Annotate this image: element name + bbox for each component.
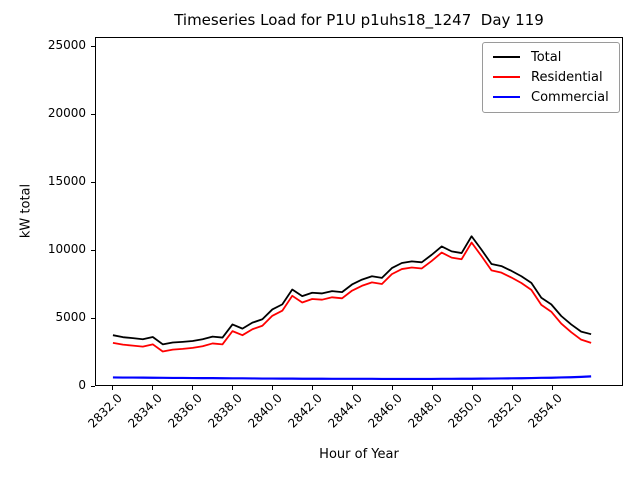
x-tick-label: 2846.0	[365, 391, 405, 431]
x-tick-mark	[111, 386, 113, 390]
x-tick-mark	[311, 386, 313, 390]
y-axis-label: kW total	[18, 183, 34, 239]
legend: Total Residential Commercial	[482, 42, 620, 113]
x-tick-label: 2840.0	[245, 391, 285, 431]
y-tick-mark	[91, 317, 95, 319]
plot-canvas	[112, 235, 592, 381]
x-tick-label: 2834.0	[125, 391, 165, 431]
legend-line-icon	[493, 96, 520, 98]
x-tick-mark	[471, 386, 473, 390]
x-tick-label: 2852.0	[485, 391, 525, 431]
x-tick-label: 2838.0	[205, 391, 245, 431]
legend-item-commercial: Commercial	[483, 87, 619, 107]
x-tick-label: 2848.0	[405, 391, 445, 431]
y-tick-mark	[91, 249, 95, 251]
series-line-commercial	[112, 375, 592, 381]
legend-label: Residential	[531, 69, 603, 85]
x-tick-mark	[231, 386, 233, 390]
legend-label: Total	[531, 49, 562, 65]
x-tick-label: 2836.0	[165, 391, 205, 431]
x-tick-label: 2832.0	[85, 391, 125, 431]
x-tick-label: 2842.0	[285, 391, 325, 431]
chart-title: Timeseries Load for P1U p1uhs18_1247 Day…	[174, 11, 544, 29]
x-tick-label: 2854.0	[525, 391, 565, 431]
y-tick-label: 25000	[47, 38, 86, 52]
legend-item-total: Total	[483, 47, 619, 67]
x-tick-mark	[351, 386, 353, 390]
y-tick-mark	[91, 113, 95, 115]
legend-line-icon	[493, 76, 520, 78]
y-tick-label: 10000	[47, 242, 86, 256]
legend-line-icon	[493, 56, 520, 58]
series-line-total	[112, 235, 592, 346]
legend-item-residential: Residential	[483, 67, 619, 87]
x-tick-mark	[551, 386, 553, 390]
x-tick-label: 2850.0	[445, 391, 485, 431]
x-tick-mark	[151, 386, 153, 390]
series-line-residential	[112, 241, 592, 353]
x-tick-mark	[191, 386, 193, 390]
y-tick-label: 20000	[47, 106, 86, 120]
x-tick-mark	[271, 386, 273, 390]
y-tick-label: 15000	[47, 174, 86, 188]
y-tick-mark	[91, 45, 95, 47]
legend-label: Commercial	[531, 89, 609, 105]
y-tick-mark	[91, 181, 95, 183]
x-tick-mark	[391, 386, 393, 390]
y-tick-mark	[91, 385, 95, 387]
x-tick-label: 2844.0	[325, 391, 365, 431]
x-tick-mark	[431, 386, 433, 390]
y-tick-label: 5000	[55, 310, 86, 324]
y-tick-label: 0	[78, 378, 86, 392]
x-axis-label: Hour of Year	[319, 447, 399, 462]
x-tick-mark	[511, 386, 513, 390]
